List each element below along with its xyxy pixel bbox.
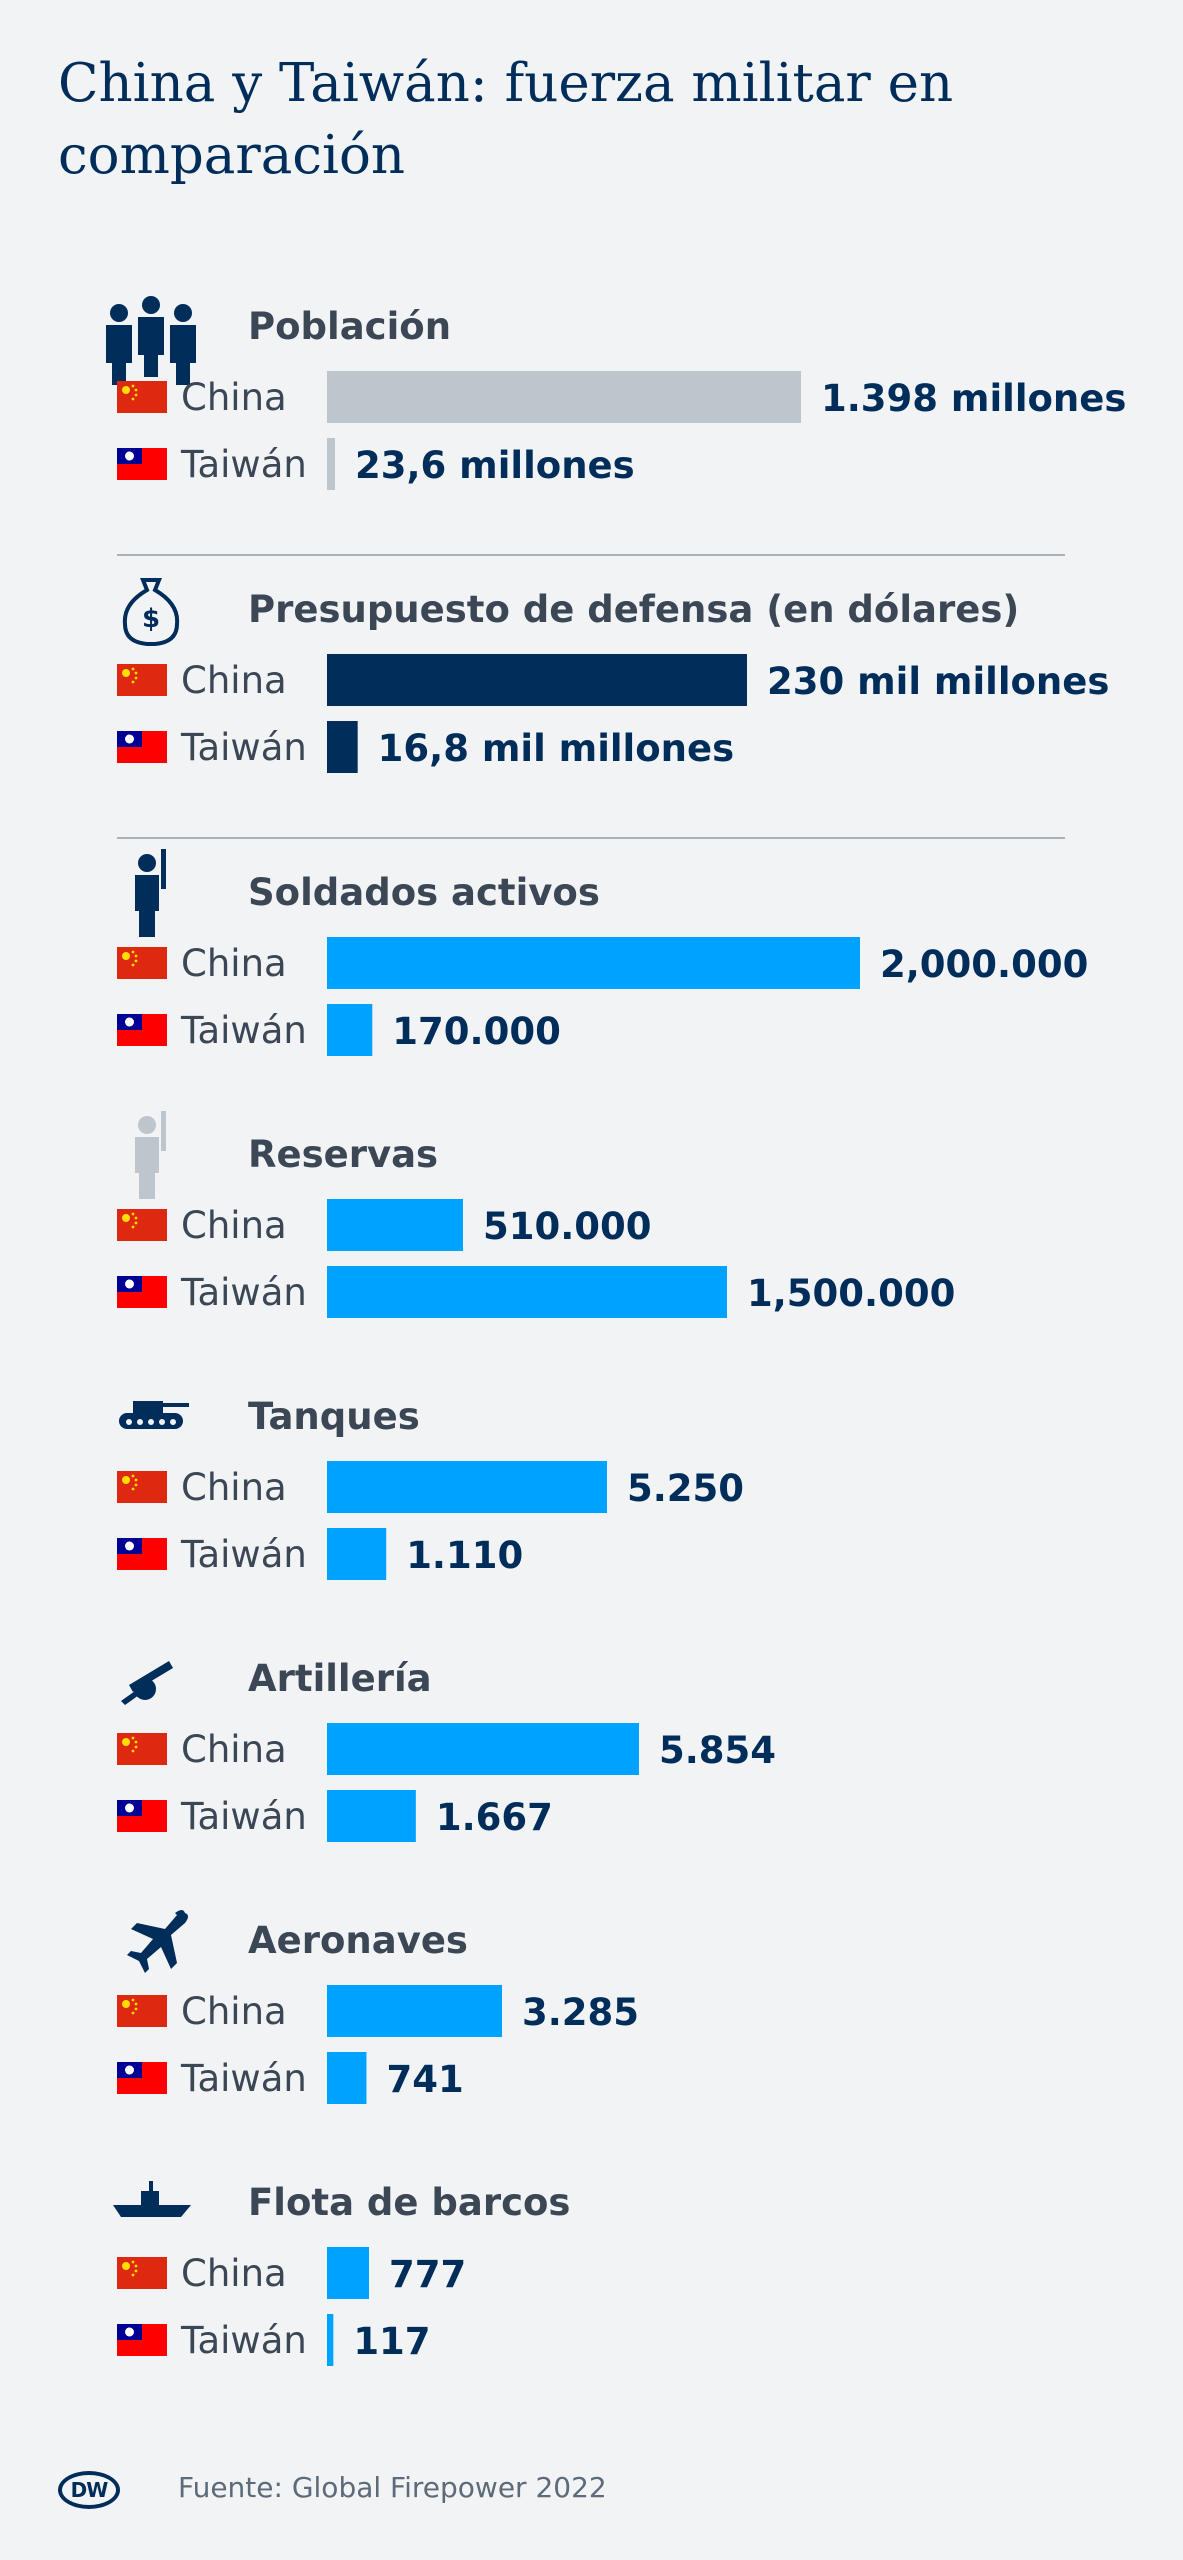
china-flag-icon bbox=[117, 1733, 167, 1765]
chart-section: Artillería China 5.854 Taiwán 1.667 bbox=[117, 1657, 776, 1842]
aircraft-icon bbox=[127, 1910, 188, 1973]
bar bbox=[327, 2314, 334, 2366]
country-label: China bbox=[181, 1990, 287, 2033]
country-label: Taiwán bbox=[180, 443, 307, 486]
china-flag-icon bbox=[117, 2257, 167, 2289]
section-title: Aeronaves bbox=[248, 1919, 468, 1962]
value-label: 1.667 bbox=[436, 1796, 553, 1839]
source-note: Fuente: Global Firepower 2022 bbox=[178, 2471, 607, 2504]
bar bbox=[327, 2052, 367, 2104]
chart-section: Flota de barcos China 777 Taiwán 117 bbox=[113, 2181, 570, 2366]
chart-section: Población China 1.398 millones Taiwán 23,6 m… bbox=[106, 296, 1126, 490]
country-label: China bbox=[181, 659, 287, 702]
value-label: 5.250 bbox=[627, 1467, 744, 1510]
country-label: Taiwán bbox=[180, 726, 307, 769]
value-label: 3.285 bbox=[522, 1991, 639, 2034]
china-flag-icon bbox=[117, 381, 167, 413]
taiwan-flag-icon bbox=[117, 731, 167, 763]
chart-section: Soldados activos China 2,000.000 Taiwán 170.… bbox=[117, 849, 1088, 1056]
value-label: 510.000 bbox=[483, 1205, 652, 1248]
china-flag-icon bbox=[117, 1471, 167, 1503]
country-label: Taiwán bbox=[180, 1009, 307, 1052]
bar bbox=[327, 1266, 727, 1318]
bar bbox=[327, 1528, 387, 1580]
country-label: China bbox=[181, 2252, 287, 2295]
section-title: Presupuesto de defensa (en dólares) bbox=[248, 588, 1019, 631]
bar bbox=[327, 1985, 502, 2037]
value-label: 5.854 bbox=[659, 1729, 776, 1772]
value-label: 117 bbox=[353, 2320, 430, 2363]
taiwan-flag-icon bbox=[117, 2324, 167, 2356]
svg-text:$: $ bbox=[142, 604, 160, 634]
dw-logo: DW bbox=[58, 2471, 120, 2509]
section-title: Reservas bbox=[248, 1133, 438, 1176]
population-icon bbox=[106, 296, 196, 385]
value-label: 1.110 bbox=[406, 1534, 523, 1577]
bar bbox=[327, 1723, 639, 1775]
china-flag-icon bbox=[117, 1995, 167, 2027]
value-label: 16,8 mil millones bbox=[378, 727, 734, 770]
reserve-soldier-icon bbox=[135, 1111, 166, 1199]
value-label: 23,6 millones bbox=[355, 444, 635, 487]
country-label: Taiwán bbox=[180, 1795, 307, 1838]
section-title: Tanques bbox=[248, 1395, 420, 1438]
ship-icon bbox=[113, 2181, 191, 2217]
taiwan-flag-icon bbox=[117, 1276, 167, 1308]
bar bbox=[327, 1790, 416, 1842]
country-label: Taiwán bbox=[180, 2319, 307, 2362]
country-label: Taiwán bbox=[180, 1271, 307, 1314]
taiwan-flag-icon bbox=[117, 448, 167, 480]
country-label: China bbox=[181, 1466, 287, 1509]
section-title: Soldados activos bbox=[248, 871, 600, 914]
value-label: 777 bbox=[389, 2253, 466, 2296]
taiwan-flag-icon bbox=[117, 1800, 167, 1832]
taiwan-flag-icon bbox=[117, 1538, 167, 1570]
chart-section: Aeronaves China 3.285 Taiwán 741 bbox=[117, 1910, 639, 2104]
country-label: China bbox=[181, 376, 287, 419]
value-label: 230 mil millones bbox=[767, 660, 1109, 703]
taiwan-flag-icon bbox=[117, 1014, 167, 1046]
artillery-icon bbox=[121, 1661, 173, 1705]
bar bbox=[327, 1461, 607, 1513]
country-label: China bbox=[181, 1728, 287, 1771]
bar bbox=[327, 721, 358, 773]
china-flag-icon bbox=[117, 1209, 167, 1241]
soldier-icon bbox=[135, 849, 166, 937]
bar bbox=[327, 937, 860, 989]
section-title: Flota de barcos bbox=[248, 2181, 570, 2224]
tank-icon bbox=[119, 1401, 189, 1429]
section-title: Artillería bbox=[248, 1657, 432, 1700]
china-flag-icon bbox=[117, 947, 167, 979]
value-label: 2,000.000 bbox=[880, 943, 1088, 986]
value-label: 1,500.000 bbox=[747, 1272, 955, 1315]
value-label: 741 bbox=[386, 2058, 463, 2101]
bar bbox=[327, 2247, 369, 2299]
china-flag-icon bbox=[117, 664, 167, 696]
country-label: China bbox=[181, 942, 287, 985]
taiwan-flag-icon bbox=[117, 2062, 167, 2094]
value-label: 170.000 bbox=[392, 1010, 561, 1053]
bar bbox=[327, 438, 336, 490]
value-label: 1.398 millones bbox=[821, 377, 1126, 420]
page-title: China y Taiwán: fuerza militar en compar… bbox=[58, 53, 954, 186]
chart-section: Tanques China 5.250 Taiwán 1.110 bbox=[117, 1395, 744, 1580]
chart-section: Reservas China 510.000 Taiwán 1,500.000 bbox=[117, 1111, 955, 1318]
country-label: Taiwán bbox=[180, 2057, 307, 2100]
money-bag-icon: $ bbox=[122, 578, 180, 646]
bar bbox=[327, 1004, 373, 1056]
country-label: China bbox=[181, 1204, 287, 1247]
bar bbox=[327, 654, 747, 706]
chart-section: $ Presupuesto de defensa (en dólares) Chin… bbox=[117, 578, 1109, 773]
country-label: Taiwán bbox=[180, 1533, 307, 1576]
bar bbox=[327, 1199, 463, 1251]
section-title: Población bbox=[248, 305, 451, 348]
bar bbox=[327, 371, 801, 423]
